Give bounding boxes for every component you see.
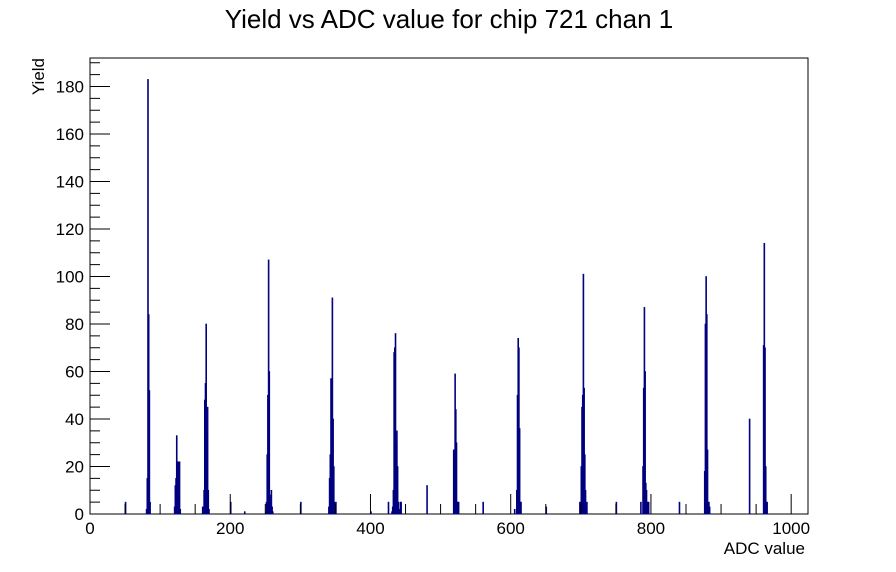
histogram-bin [586,501,588,515]
histogram-bin [426,485,428,515]
histogram-bin [178,461,181,515]
y-tick-label: 60 [65,363,84,382]
x-tick-label: 400 [356,519,384,538]
histogram-bin [678,501,681,515]
y-tick-label: 80 [65,315,84,334]
y-tick-label: 0 [75,505,84,524]
x-tick-label: 600 [497,519,525,538]
histogram-bin [457,501,460,515]
histogram-bin [513,508,516,515]
histogram-bin [179,508,182,515]
x-tick-label: 800 [637,519,665,538]
histogram-bin [766,501,768,515]
histogram-bin [201,506,204,515]
histogram-bin [148,390,151,515]
histogram-bin [748,418,751,515]
histogram-bin [268,371,271,515]
histogram-bin [400,501,402,515]
y-tick-label: 20 [65,458,84,477]
y-tick-label: 160 [56,125,84,144]
histogram-bin [271,511,274,515]
histogram-bin [208,508,210,515]
axes: 0 20 40 60 80 100 120 140 160 180 0 200 400 600 800 100… [56,62,810,538]
histogram-bars [124,79,768,515]
plot-frame [89,57,809,515]
histogram-bin [520,501,522,515]
histogram-bin [640,501,642,515]
x-axis-title: ADC value [724,539,805,558]
y-tick-label: 180 [56,78,84,97]
y-tick-label: 40 [65,410,84,429]
y-axis-title: Yield [29,58,48,95]
histogram-bin [518,428,521,515]
histogram-bin [387,501,390,515]
y-tick-label: 120 [56,220,84,239]
x-tick-label: 0 [85,519,94,538]
x-tick-label: 1000 [772,519,810,538]
y-tick-label: 140 [56,173,84,192]
histogram-bin [149,501,151,515]
x-tick-label: 200 [216,519,244,538]
y-tick-label: 100 [56,268,84,287]
histogram-bin [482,501,484,515]
chart-title: Yield vs ADC value for chip 721 chan 1 [225,4,674,34]
histogram-bin [243,511,246,515]
histogram-bin [708,506,711,515]
histogram-bin [647,501,650,515]
